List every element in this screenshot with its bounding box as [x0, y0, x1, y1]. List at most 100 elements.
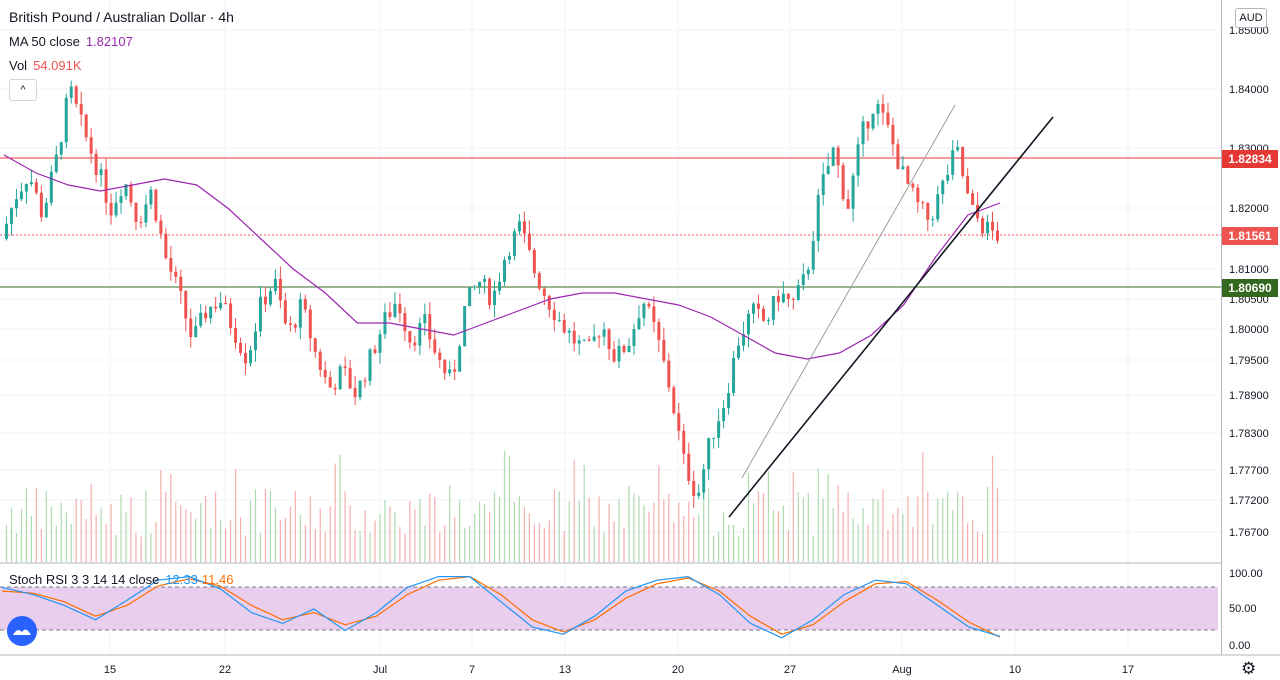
stoch-d-line	[1, 575, 1001, 638]
volume-bar	[190, 511, 192, 562]
volume-legend[interactable]: Vol 54.091K	[9, 58, 82, 73]
volume-bar	[832, 508, 834, 562]
symbol-title[interactable]: British Pound / Australian Dollar · 4h	[9, 9, 234, 25]
ma-value: 1.82107	[85, 34, 133, 49]
ma-legend[interactable]: MA 50 close 1.82107	[9, 34, 133, 49]
volume-bar	[996, 487, 999, 562]
last-price-tag: 1.81561	[1222, 227, 1278, 245]
volume-bar	[344, 491, 346, 562]
candle-body	[871, 113, 875, 129]
thin-trendline[interactable]	[741, 104, 956, 479]
candle-body	[303, 299, 307, 310]
volume-bar	[762, 493, 765, 562]
price-tick-label: 1.77700	[1229, 465, 1269, 477]
collapse-legend-button[interactable]: ^	[9, 79, 37, 101]
volume-bar	[713, 535, 715, 562]
volume-bar	[782, 505, 784, 562]
candle-body	[567, 330, 571, 333]
volume-bar	[962, 495, 964, 562]
volume-bar	[80, 499, 82, 562]
candle-body	[727, 393, 731, 409]
volume-bar	[185, 509, 187, 562]
candle-body	[278, 278, 282, 301]
volume-bar	[85, 519, 87, 562]
volume-bar	[359, 530, 361, 562]
volume-bar	[284, 517, 286, 562]
volume-bar	[518, 496, 521, 562]
volume-bar	[658, 465, 660, 562]
symbol-legend[interactable]: British Pound / Australian Dollar · 4h	[9, 9, 234, 25]
volume-bar	[30, 516, 32, 562]
thick-trendline[interactable]	[728, 116, 1054, 518]
candle-body	[94, 153, 98, 176]
candle-body	[14, 199, 18, 209]
candle-body	[557, 320, 561, 322]
candle-body	[423, 314, 427, 324]
volume-bar	[897, 507, 899, 562]
volume-bar	[553, 489, 555, 562]
volume-bar	[648, 511, 650, 562]
price-tick-label: 1.77200	[1229, 495, 1269, 507]
currency-badge[interactable]: AUD	[1235, 8, 1267, 28]
time-axis[interactable]: 15 22 Jul 7 13 20 27 Aug 10 17	[104, 664, 1134, 676]
candle-body	[408, 331, 412, 343]
vol-label: Vol	[9, 58, 28, 73]
candle-body	[921, 202, 925, 204]
volume-bar	[837, 485, 839, 562]
candle-body	[801, 274, 805, 286]
price-tick-label: 1.76700	[1229, 527, 1269, 539]
volume-bar	[638, 495, 640, 562]
stoch-k-value: 12.33	[165, 572, 198, 587]
volume-bar	[513, 501, 516, 562]
candle-body	[258, 296, 262, 332]
price-axis[interactable]	[1222, 0, 1280, 655]
candle-body	[766, 319, 770, 321]
resistance-price-tag: 1.82834	[1222, 150, 1278, 168]
candle-body	[951, 150, 955, 175]
candle-body	[413, 342, 417, 346]
candle-body	[49, 171, 53, 203]
tradingview-logo-icon[interactable]	[7, 616, 37, 646]
candle-body	[517, 221, 521, 232]
candle-body	[104, 169, 108, 203]
volume-bar	[986, 486, 989, 562]
candle-body	[776, 295, 780, 303]
candle-body	[159, 220, 163, 234]
candle-body	[44, 202, 48, 218]
volume-bar	[379, 513, 381, 562]
volume-bar	[259, 532, 262, 562]
volume-bar	[618, 498, 620, 562]
candle-body	[602, 329, 606, 337]
volume-bar	[957, 492, 959, 562]
candle-body	[527, 233, 531, 250]
candle-body	[946, 174, 950, 181]
volume-bar	[110, 503, 112, 562]
stoch-tick-label: 50.00	[1229, 603, 1257, 615]
time-tick-label: 10	[1009, 664, 1021, 676]
candle-body	[79, 103, 83, 115]
candle-body	[293, 324, 297, 328]
volume-bar	[90, 483, 92, 562]
candle-body	[652, 306, 656, 323]
volume-bars	[5, 450, 999, 562]
stoch-legend[interactable]: Stoch RSI 3 3 14 14 close 12.33 11.46	[9, 572, 233, 587]
candle-body	[592, 336, 596, 341]
gear-icon[interactable]: ⚙	[1241, 659, 1257, 678]
candle-body	[737, 345, 741, 358]
candle-body	[866, 121, 870, 129]
volume-bar	[693, 516, 695, 562]
candle-body	[662, 339, 666, 361]
candle-body	[692, 480, 696, 496]
volume-bar	[424, 525, 426, 562]
price-tick-label: 1.80000	[1229, 324, 1269, 336]
volume-bar	[872, 498, 874, 562]
volume-bar	[623, 528, 625, 562]
chevron-up-icon: ^	[20, 84, 26, 96]
candle-body	[249, 350, 253, 364]
time-tick-label: Jul	[373, 664, 387, 676]
volume-bar	[125, 512, 127, 562]
candle-body	[69, 86, 73, 98]
candle-body	[333, 387, 337, 390]
candle-body	[219, 302, 223, 309]
